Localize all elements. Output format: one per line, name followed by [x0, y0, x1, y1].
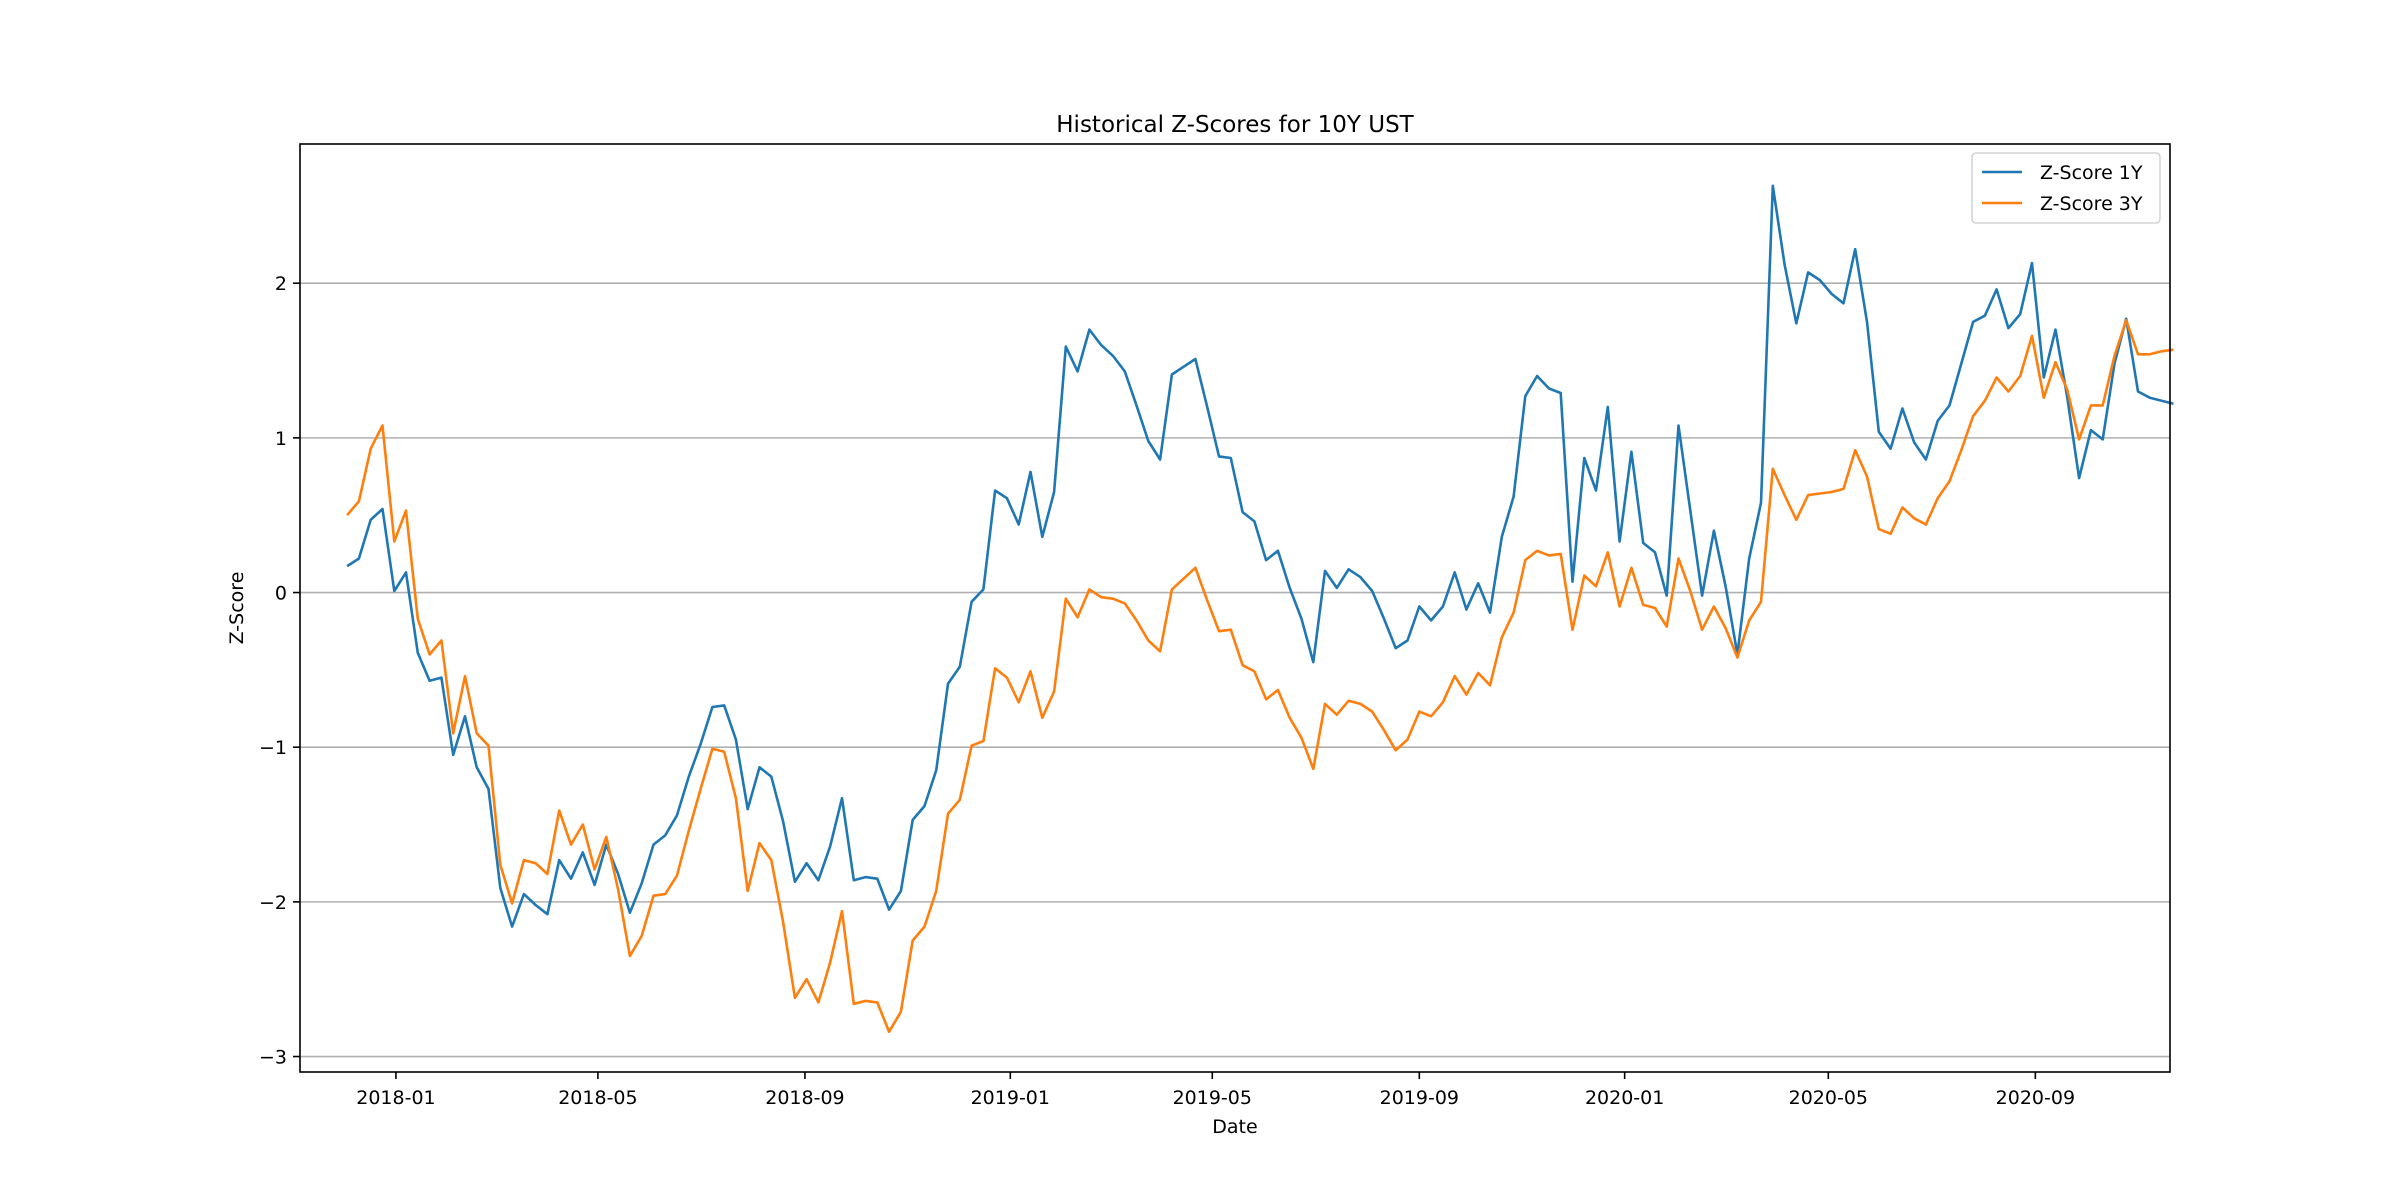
x-tick-label-1: 2018-05 [558, 1087, 637, 1109]
grid-lines [300, 282, 2170, 1058]
x-tick-label-0: 2018-01 [356, 1087, 435, 1109]
legend: Z-Score 1Y Z-Score 3Y [1971, 152, 2161, 224]
series-line-1 [346, 184, 2174, 928]
x-tick-label-4: 2019-05 [1173, 1087, 1252, 1109]
y-tick-label-4: 1 [275, 428, 287, 450]
chart-title: Historical Z-Scores for 10Y UST [1056, 112, 1414, 138]
series-line-2 [346, 318, 2174, 1034]
x-tick-label-5: 2019-09 [1380, 1087, 1459, 1109]
legend-label-series-1: Z-Score 1Y [2040, 162, 2143, 184]
legend-box [1971, 152, 2161, 224]
y-axis-ticks: −3 −2 −1 0 1 2 [259, 273, 300, 1069]
y-tick-label-1: −2 [259, 892, 287, 914]
x-tick-label-3: 2019-01 [971, 1087, 1050, 1109]
plot-frame [299, 143, 2171, 1073]
legend-label-series-2: Z-Score 3Y [2040, 193, 2143, 215]
series-layer [346, 184, 2174, 1034]
y-tick-label-3: 0 [275, 583, 287, 605]
x-tick-label-7: 2020-05 [1789, 1087, 1868, 1109]
x-tick-label-6: 2020-01 [1585, 1087, 1664, 1109]
x-axis-label: Date [1212, 1116, 1257, 1138]
x-tick-label-8: 2020-09 [1996, 1087, 2075, 1109]
y-tick-label-2: −1 [259, 737, 287, 759]
y-axis-label: Z-Score [226, 572, 248, 645]
x-axis-ticks: 2018-01 2018-05 2018-09 2019-01 2019-05 2019-… [356, 1072, 2075, 1109]
x-tick-label-2: 2018-09 [765, 1087, 844, 1109]
y-tick-label-0: −3 [259, 1047, 287, 1069]
y-tick-label-5: 2 [275, 273, 287, 295]
